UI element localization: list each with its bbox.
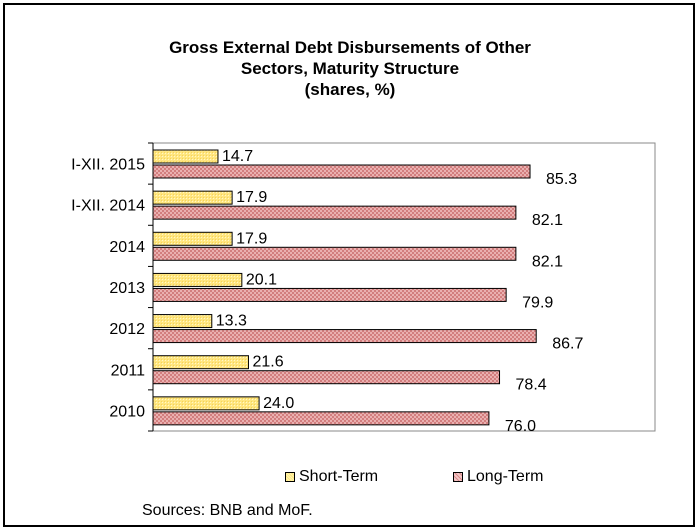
- data-label-long-term: 82.1: [532, 212, 563, 229]
- bar-short-term: [152, 231, 233, 246]
- data-label-short-term: 14.7: [222, 148, 253, 165]
- bar-short-term: [152, 396, 260, 411]
- chart-title-line-1: Gross External Debt Disbursements of Oth…: [169, 38, 531, 57]
- legend-swatch-short-term: [285, 472, 295, 482]
- category-label: 2012: [109, 321, 145, 338]
- data-label-short-term: 20.1: [246, 271, 277, 288]
- plot-area: [152, 142, 656, 432]
- bar-long-term: [152, 370, 501, 385]
- legend-item-long-term: Long-Term: [453, 468, 543, 486]
- data-label-long-term: 86.7: [552, 336, 583, 353]
- data-label-short-term: 24.0: [263, 395, 294, 412]
- chart-title-line-2: Sectors, Maturity Structure: [240, 59, 460, 78]
- chart-title-line-3: (shares, %): [304, 80, 396, 99]
- bar-long-term: [152, 411, 490, 426]
- chart-title: Gross External Debt Disbursements of Oth…: [70, 37, 630, 100]
- sources-note: Sources: BNB and MoF.: [142, 502, 313, 519]
- category-label: 2014: [109, 239, 145, 256]
- chart-frame: [3, 3, 695, 527]
- bar-short-term: [152, 355, 249, 370]
- data-label-short-term: 21.6: [252, 354, 283, 371]
- category-label: 2010: [109, 403, 145, 420]
- bar-long-term: [152, 164, 531, 179]
- data-label-short-term: 17.9: [236, 230, 267, 247]
- data-label-long-term: 79.9: [522, 294, 553, 311]
- legend: Short-Term Long-Term: [0, 468, 700, 490]
- bar-short-term: [152, 314, 213, 329]
- bar-long-term: [152, 246, 517, 261]
- data-label-long-term: 78.4: [516, 377, 547, 394]
- category-label: I-XII. 2014: [71, 198, 145, 215]
- data-label-long-term: 85.3: [546, 171, 577, 188]
- legend-swatch-long-term: [453, 472, 463, 482]
- legend-label-long-term: Long-Term: [467, 468, 544, 485]
- data-label-short-term: 13.3: [216, 313, 247, 330]
- legend-item-short-term: Short-Term: [285, 468, 378, 486]
- legend-label-short-term: Short-Term: [299, 468, 379, 485]
- bar-long-term: [152, 205, 517, 220]
- bar-long-term: [152, 287, 507, 302]
- data-label-short-term: 17.9: [236, 189, 267, 206]
- category-label: 2013: [109, 280, 145, 297]
- bar-long-term: [152, 329, 537, 344]
- bar-short-term: [152, 190, 233, 205]
- category-label: 2011: [111, 362, 146, 379]
- data-label-long-term: 82.1: [532, 253, 563, 270]
- bar-short-term: [152, 272, 243, 287]
- category-label: I-XII. 2015: [71, 157, 145, 174]
- data-label-long-term: 76.0: [505, 418, 536, 435]
- bar-short-term: [152, 149, 219, 164]
